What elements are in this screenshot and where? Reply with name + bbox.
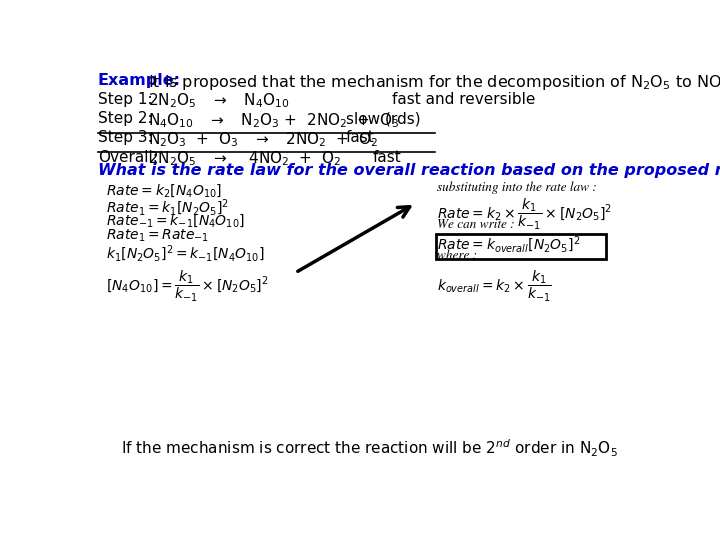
Text: We can write :: We can write : bbox=[437, 219, 515, 232]
Text: $k_{overall} = k_2 \times \dfrac{k_1}{k_{-1}}$: $k_{overall} = k_2 \times \dfrac{k_1}{k_… bbox=[437, 269, 552, 304]
Text: Example:: Example: bbox=[98, 72, 181, 87]
Text: fast: fast bbox=[373, 150, 402, 165]
Text: Step 2:: Step 2: bbox=[98, 111, 153, 126]
Text: Step 1:: Step 1: bbox=[98, 92, 153, 107]
Text: $Rate_1 = k_1[N_2O_5]^2$: $Rate_1 = k_1[N_2O_5]^2$ bbox=[106, 198, 228, 218]
Text: $Rate = k_2[N_4O_{10}]$: $Rate = k_2[N_4O_{10}]$ bbox=[106, 182, 222, 199]
Text: If the mechanism is correct the reaction will be 2$^{nd}$ order in N$_2$O$_5$: If the mechanism is correct the reaction… bbox=[120, 437, 618, 459]
Text: $Rate = k_{overall}[N_2O_5]^2$: $Rate = k_{overall}[N_2O_5]^2$ bbox=[437, 234, 580, 254]
Text: It is proposed that the mechanism for the decomposition of N$_2$O$_5$ to NO$_2$ : It is proposed that the mechanism for th… bbox=[148, 72, 720, 91]
Text: $k_1[N_2O_5]^2 = k_{-1}[N_4O_{10}]$: $k_1[N_2O_5]^2 = k_{-1}[N_4O_{10}]$ bbox=[106, 244, 264, 264]
Bar bbox=[436, 234, 606, 259]
Text: $Rate = k_2 \times \dfrac{k_1}{k_{-1}} \times [N_2O_5]^2$: $Rate = k_2 \times \dfrac{k_1}{k_{-1}} \… bbox=[437, 197, 612, 232]
Text: $Rate_{-1} = k_{-1}[N_4O_{10}]$: $Rate_{-1} = k_{-1}[N_4O_{10}]$ bbox=[106, 213, 245, 230]
Text: fast and reversible: fast and reversible bbox=[392, 92, 536, 107]
Text: What is the rate law for the overall reaction based on the proposed mechanism?: What is the rate law for the overall rea… bbox=[98, 164, 720, 178]
Text: 2N$_2$O$_5$   $\rightarrow$    4NO$_2$  +  O$_2$: 2N$_2$O$_5$ $\rightarrow$ 4NO$_2$ + O$_2… bbox=[148, 150, 341, 168]
Text: fast: fast bbox=[346, 130, 374, 145]
Text: N$_2$O$_3$  +  O$_3$   $\rightarrow$   2NO$_2$  +  O$_2$: N$_2$O$_3$ + O$_3$ $\rightarrow$ 2NO$_2$… bbox=[148, 130, 378, 149]
Text: $Rate_1 = Rate_{-1}$: $Rate_1 = Rate_{-1}$ bbox=[106, 228, 209, 245]
Text: where :: where : bbox=[437, 249, 477, 262]
Text: Overall:: Overall: bbox=[98, 150, 158, 165]
Text: 2N$_2$O$_5$   $\rightarrow$   N$_4$O$_{10}$: 2N$_2$O$_5$ $\rightarrow$ N$_4$O$_{10}$ bbox=[148, 92, 289, 111]
Text: substituting into the rate law :: substituting into the rate law : bbox=[437, 182, 597, 194]
Text: Step 3:: Step 3: bbox=[98, 130, 153, 145]
Text: $[N_4O_{10}] = \dfrac{k_1}{k_{-1}} \times [N_2O_5]^2$: $[N_4O_{10}] = \dfrac{k_1}{k_{-1}} \time… bbox=[106, 269, 268, 304]
Text: slow (rds): slow (rds) bbox=[346, 111, 420, 126]
Text: N$_4$O$_{10}$   $\rightarrow$   N$_2$O$_3$ +  2NO$_2$  +  O$_3$: N$_4$O$_{10}$ $\rightarrow$ N$_2$O$_3$ +… bbox=[148, 111, 399, 130]
